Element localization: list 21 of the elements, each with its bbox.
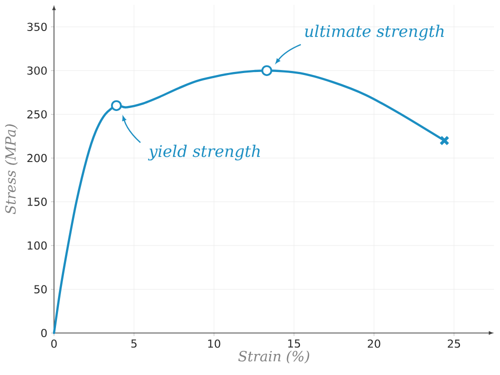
y-tick-label: 200 <box>27 154 47 162</box>
y-tick-label: 350 <box>27 22 47 32</box>
y-tick-label: 300 <box>27 66 47 75</box>
point <box>111 100 122 111</box>
x-tick-label: 5 <box>131 340 137 348</box>
y-tick-label: 100 <box>28 241 47 250</box>
point <box>439 136 450 146</box>
y-tick-label: 50 <box>34 285 47 294</box>
point <box>261 65 272 76</box>
annotation: yield strength <box>148 144 260 160</box>
y-axis-title: Stress (MPa) <box>4 124 18 214</box>
x-tick-label: 25 <box>448 340 460 348</box>
y-tick-label: 150 <box>28 198 47 206</box>
annotation: ultimate strength <box>305 24 444 40</box>
y-tick-label: 0 <box>41 328 47 338</box>
x-tick-label: 20 <box>368 340 380 348</box>
x-axis-title: Strain (%) <box>238 350 310 364</box>
x-tick-label: 15 <box>288 340 300 348</box>
x-tick-label: 10 <box>208 340 220 348</box>
x-tick-label: 0 <box>51 340 57 348</box>
y-tick-label: 250 <box>27 110 47 118</box>
